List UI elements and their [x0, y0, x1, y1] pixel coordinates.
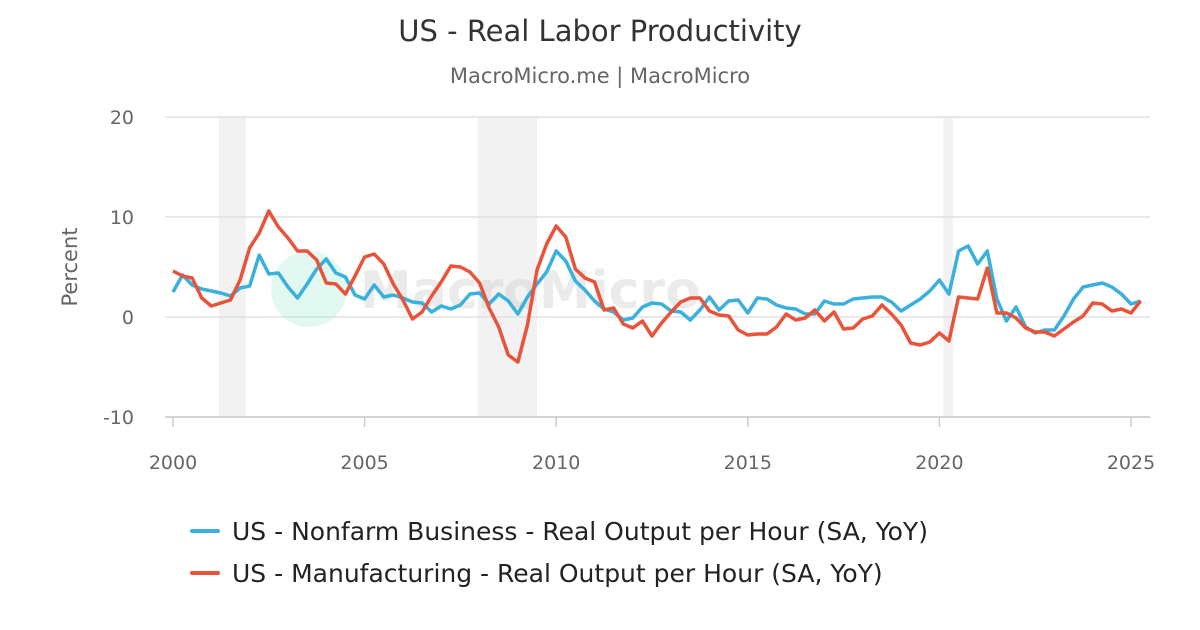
y-axis-label: Percent: [58, 227, 82, 306]
x-tick-label: 2025: [1107, 452, 1155, 474]
chart-title: US - Real Labor Productivity: [398, 14, 802, 48]
legend-item-manufacturing[interactable]: US - Manufacturing - Real Output per Hou…: [190, 552, 928, 594]
watermark-circle-icon: [271, 251, 347, 327]
legend: US - Nonfarm Business - Real Output per …: [190, 510, 928, 594]
recession-band: [943, 117, 953, 417]
legend-item-nonfarm[interactable]: US - Nonfarm Business - Real Output per …: [190, 510, 928, 552]
y-tick-label: 20: [110, 107, 134, 129]
x-tick-label: 2020: [915, 452, 963, 474]
series-line-manufacturing: [172, 209, 1142, 364]
recession-band: [218, 117, 246, 417]
legend-swatch-nonfarm: [190, 529, 220, 533]
y-tick-label: 10: [110, 207, 134, 229]
legend-label-nonfarm: US - Nonfarm Business - Real Output per …: [232, 516, 928, 546]
legend-label-manufacturing: US - Manufacturing - Real Output per Hou…: [232, 558, 883, 588]
x-tick-label: 2005: [340, 452, 388, 474]
x-tick-label: 2010: [532, 452, 580, 474]
x-tick-label: 2015: [724, 452, 772, 474]
chart-subtitle: MacroMicro.me | MacroMicro: [449, 64, 751, 88]
series-line-nonfarm: [171, 244, 1142, 335]
legend-swatch-manufacturing: [190, 571, 220, 575]
y-tick-label: 0: [122, 307, 134, 329]
y-tick-label: -10: [103, 407, 134, 429]
recession-band: [477, 117, 538, 417]
x-tick-label: 2000: [149, 452, 197, 474]
